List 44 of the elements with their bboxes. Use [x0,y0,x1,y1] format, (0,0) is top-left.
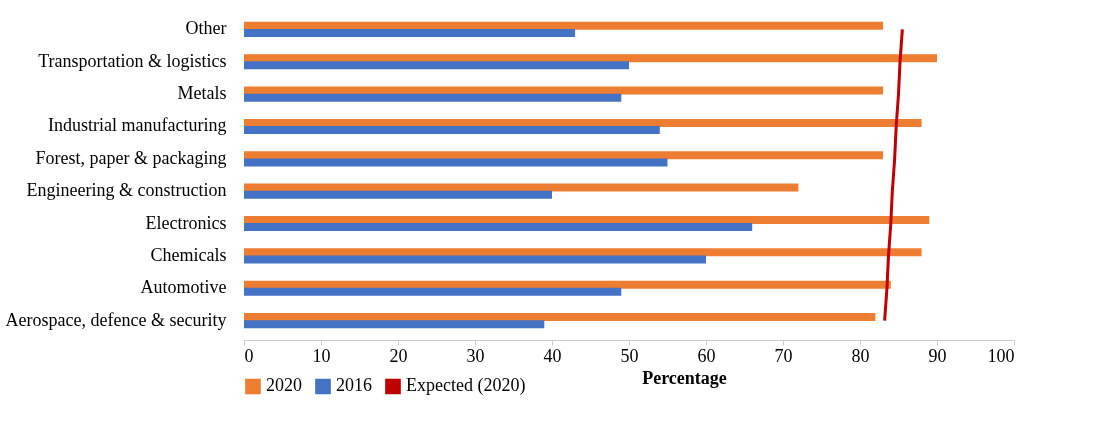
bar [244,61,629,70]
x-tick-label: 20 [389,345,408,366]
y-tick-label: Aerospace, defence & security [5,309,227,330]
bar [244,29,576,38]
x-tick-label: 10 [312,345,331,366]
legend-label: 2016 [336,375,372,396]
y-tick-label: Automotive [140,277,227,298]
x-axis-title: Percentage [642,367,727,388]
bar [244,312,876,321]
x-tick-label: 100 [987,345,1015,366]
bar [244,255,706,264]
bar [244,287,622,296]
bar [244,93,622,102]
bar [244,280,891,289]
x-tick-label: 0 [244,345,254,366]
bar [244,223,753,232]
y-tick-label: Forest, paper & packaging [35,147,227,168]
y-tick-label: Engineering & construction [26,180,227,201]
y-tick-label: Chemicals [150,244,227,265]
x-tick-label: 40 [543,345,562,366]
x-tick-label: 60 [697,345,716,366]
y-tick-label: Electronics [145,212,227,233]
bar [244,248,922,257]
x-tick-label: 30 [466,345,485,366]
y-tick-label: Metals [177,83,227,104]
bar [244,21,884,30]
bar [244,151,884,160]
x-tick-label: 50 [620,345,639,366]
bar [244,320,545,329]
bar [244,215,930,224]
y-tick-label: Transportation & logistics [38,50,227,71]
x-tick-label: 90 [928,345,947,366]
y-tick-label: Other [185,18,227,39]
bar [244,126,660,135]
x-tick-label: 70 [774,345,793,366]
bar [244,158,668,167]
bar [244,183,799,192]
bar [244,190,552,199]
legend-label: 2020 [266,375,302,396]
bar [244,86,884,95]
bar [244,54,937,63]
legend-label: Expected (2020) [406,375,526,397]
y-tick-label: Industrial manufacturing [48,115,227,136]
x-tick-label: 80 [851,345,870,366]
